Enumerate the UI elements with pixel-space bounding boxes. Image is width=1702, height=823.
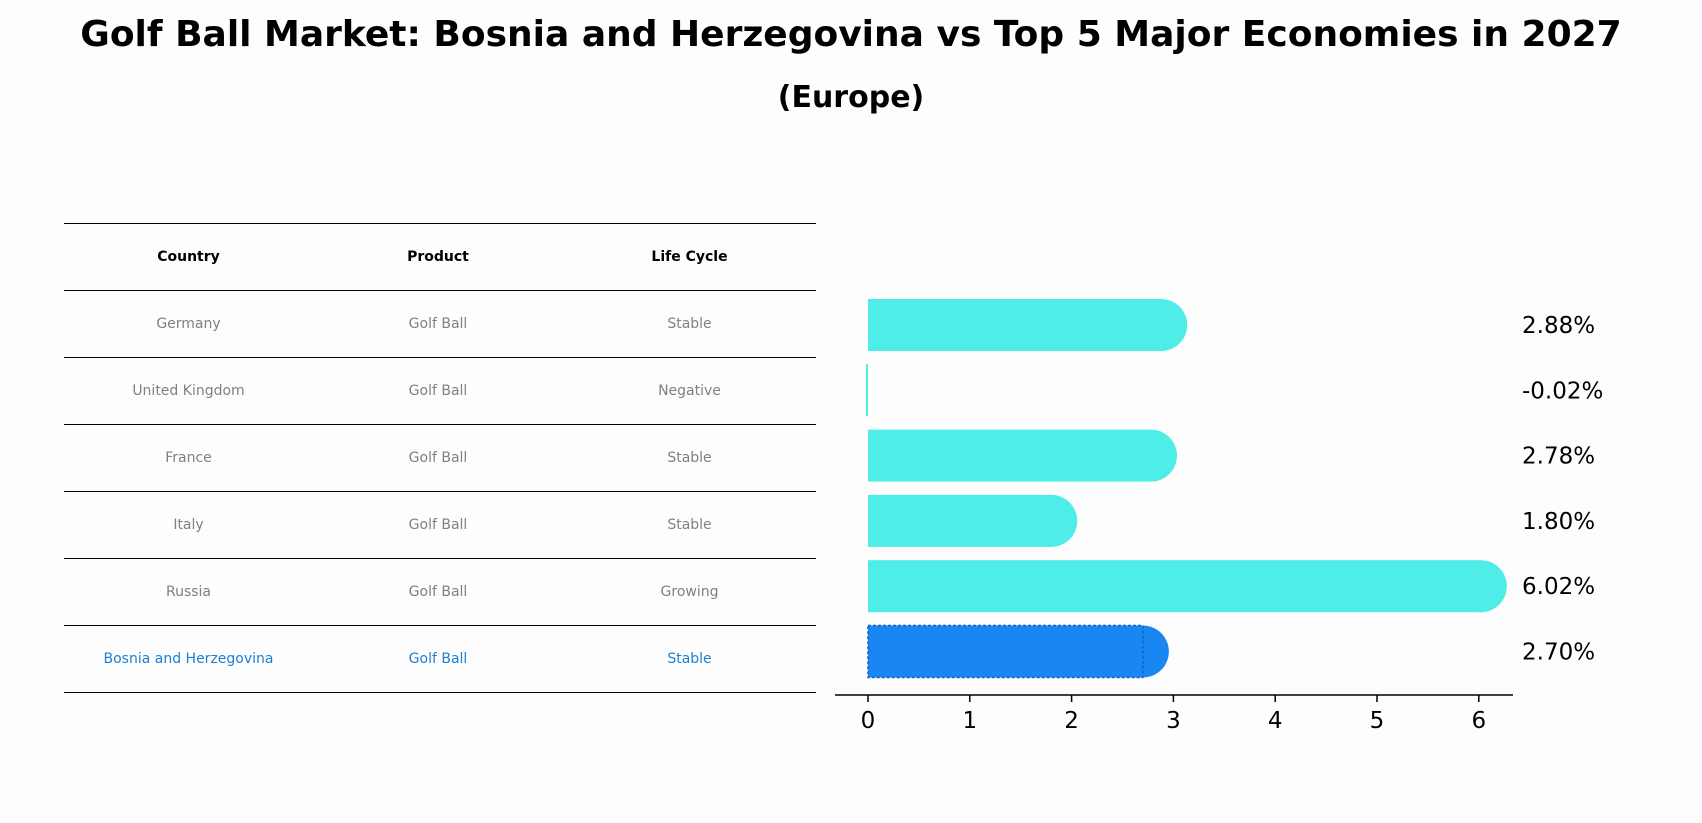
data-label: 2.88% bbox=[1522, 313, 1595, 339]
bar bbox=[868, 429, 1152, 482]
data-label: 6.02% bbox=[1522, 574, 1595, 600]
cell-product: Golf Ball bbox=[313, 290, 563, 358]
table-row-highlighted: Bosnia and Herzegovina Golf Ball Stable bbox=[64, 625, 816, 693]
header-country: Country bbox=[64, 223, 313, 291]
cell-life-cycle: Stable bbox=[563, 491, 816, 559]
cell-country: Germany bbox=[64, 290, 313, 358]
cell-country: Russia bbox=[64, 558, 313, 626]
bar bbox=[865, 364, 868, 417]
x-tick-label: 2 bbox=[1064, 708, 1079, 734]
cell-country: United Kingdom bbox=[64, 357, 313, 425]
bar-end-cap bbox=[1125, 429, 1178, 482]
x-tick-label: 3 bbox=[1166, 708, 1181, 734]
bar-highlight-outline bbox=[867, 624, 1144, 679]
cell-life-cycle: Stable bbox=[563, 625, 816, 693]
x-tick-label: 5 bbox=[1370, 708, 1385, 734]
x-tick-label: 6 bbox=[1471, 708, 1486, 734]
cell-life-cycle: Negative bbox=[563, 357, 816, 425]
cell-product: Golf Ball bbox=[313, 625, 563, 693]
header-life-cycle: Life Cycle bbox=[563, 223, 816, 291]
comparison-table: Country Product Life Cycle Germany Golf … bbox=[64, 223, 816, 693]
table-row: Italy Golf Ball Stable bbox=[64, 491, 816, 559]
bar-end-cap bbox=[1454, 560, 1507, 613]
table-row: France Golf Ball Stable bbox=[64, 424, 816, 492]
data-label: -0.02% bbox=[1522, 378, 1603, 404]
data-label: 2.78% bbox=[1522, 444, 1595, 470]
table-row: United Kingdom Golf Ball Negative bbox=[64, 357, 816, 425]
chart-title: Golf Ball Market: Bosnia and Herzegovina… bbox=[80, 14, 1622, 55]
cell-life-cycle: Stable bbox=[563, 424, 816, 492]
data-label: 2.70% bbox=[1522, 640, 1595, 666]
cell-life-cycle: Stable bbox=[563, 290, 816, 358]
bar bbox=[868, 625, 1143, 678]
table-row: Russia Golf Ball Growing bbox=[64, 558, 816, 626]
cell-product: Golf Ball bbox=[313, 357, 563, 425]
x-tick-label: 0 bbox=[861, 708, 876, 734]
cell-country: Italy bbox=[64, 491, 313, 559]
chart-subtitle: (Europe) bbox=[777, 80, 925, 115]
bar bbox=[868, 560, 1481, 613]
x-tick-label: 1 bbox=[962, 708, 977, 734]
table-header-row: Country Product Life Cycle bbox=[64, 223, 816, 291]
cell-product: Golf Ball bbox=[313, 491, 563, 559]
data-label: 1.80% bbox=[1522, 509, 1595, 535]
table-row: Germany Golf Ball Stable bbox=[64, 290, 816, 358]
cell-country: Bosnia and Herzegovina bbox=[64, 625, 313, 693]
bar bbox=[868, 299, 1162, 351]
x-tick-label: 4 bbox=[1268, 708, 1283, 734]
bar-end-cap bbox=[1135, 299, 1188, 351]
header-product: Product bbox=[313, 223, 563, 291]
cell-country: France bbox=[64, 424, 313, 492]
bar bbox=[868, 494, 1052, 547]
bar-end-cap bbox=[1025, 494, 1078, 547]
cell-life-cycle: Growing bbox=[563, 558, 816, 626]
